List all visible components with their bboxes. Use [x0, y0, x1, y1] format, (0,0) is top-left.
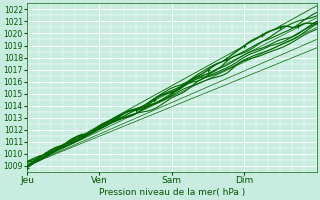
X-axis label: Pression niveau de la mer( hPa ): Pression niveau de la mer( hPa )	[99, 188, 245, 197]
